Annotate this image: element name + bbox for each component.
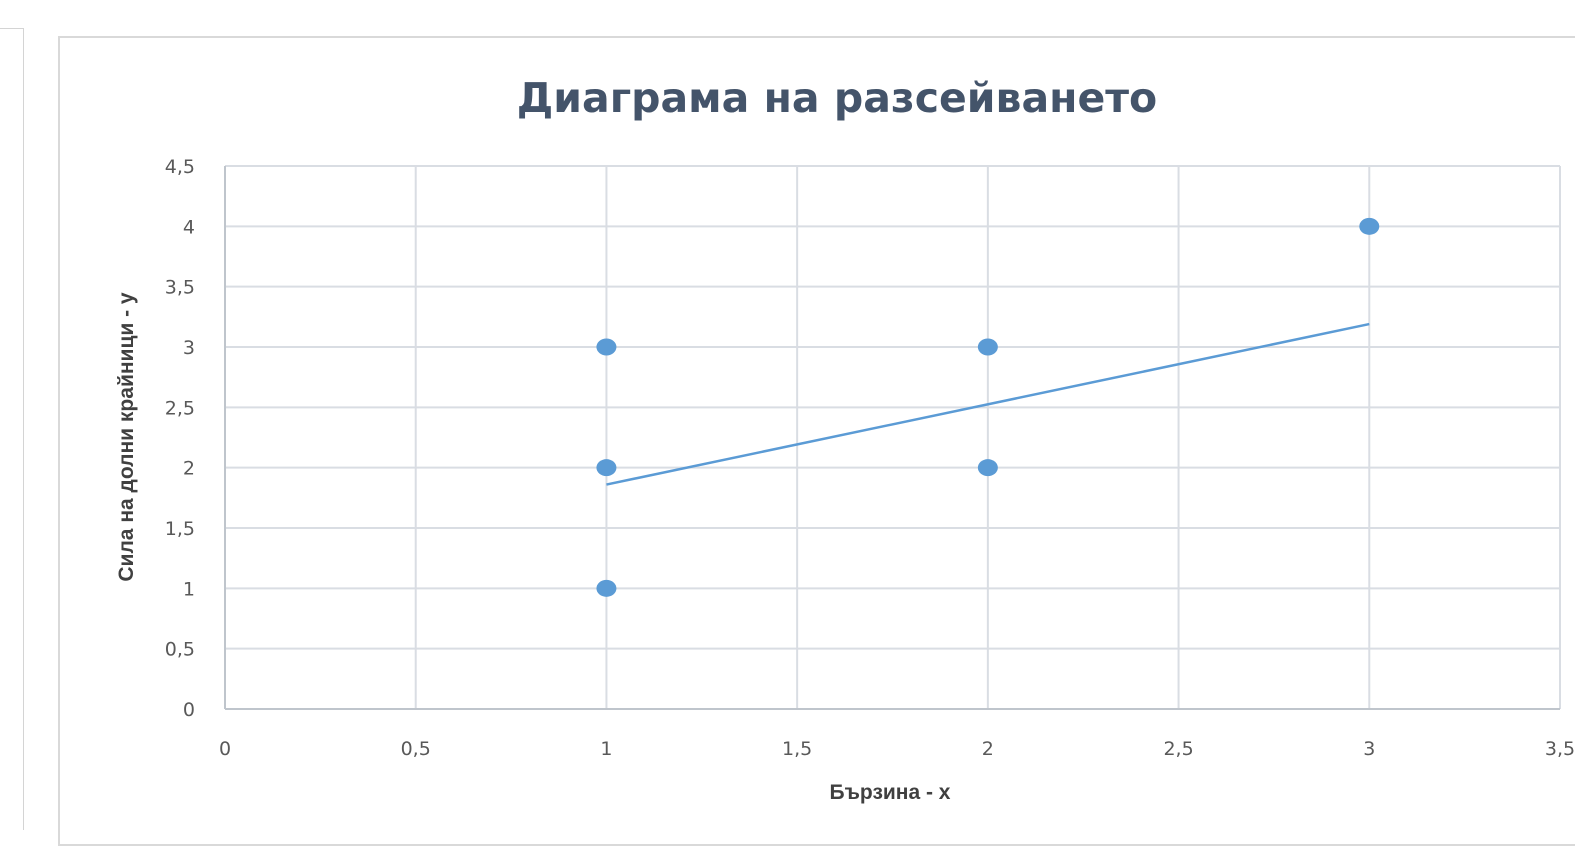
chart-title: Диаграма на разсейването	[517, 74, 1157, 122]
x-tick-label: 1,5	[782, 738, 812, 760]
y-tick-label: 1	[183, 578, 195, 600]
x-tick-label: 2	[982, 738, 994, 760]
y-tick-label: 3	[183, 337, 195, 359]
data-point	[1359, 217, 1380, 235]
y-tick-label: 4,5	[165, 156, 195, 178]
y-tick-label: 1,5	[165, 518, 195, 540]
y-axis-tick-labels: 0 0,5 1 1,5 2 2,5 3 3,5 4 4,5	[165, 156, 195, 721]
data-point	[977, 459, 998, 477]
data-point	[596, 338, 617, 356]
y-tick-label: 2	[183, 458, 195, 480]
x-tick-label: 3	[1363, 738, 1375, 760]
x-tick-label: 1	[600, 738, 612, 760]
y-tick-label: 2,5	[165, 397, 195, 419]
y-tick-label: 0,5	[165, 639, 195, 661]
y-tick-label: 0	[183, 699, 195, 721]
x-tick-label: 3,5	[1545, 738, 1575, 760]
x-axis-tick-labels: 0 0,5 1 1,5 2 2,5 3 3,5	[219, 738, 1575, 760]
x-tick-label: 2,5	[1163, 738, 1193, 760]
x-tick-label: 0,5	[401, 738, 431, 760]
x-axis-title: Бързина - x	[829, 781, 950, 804]
y-tick-label: 4	[183, 216, 195, 238]
gridlines	[225, 165, 1561, 709]
y-tick-label: 3,5	[165, 277, 195, 299]
trendline-group	[606, 322, 1370, 486]
data-point	[977, 338, 998, 356]
data-point	[596, 459, 617, 477]
y-axis-title: Сила на долни крайници - y	[115, 292, 138, 582]
left-side-panel	[0, 28, 24, 830]
axes	[224, 166, 1560, 710]
trendline	[606, 322, 1370, 486]
data-points	[596, 217, 1380, 597]
data-point	[596, 579, 617, 597]
x-tick-label: 0	[219, 738, 231, 760]
